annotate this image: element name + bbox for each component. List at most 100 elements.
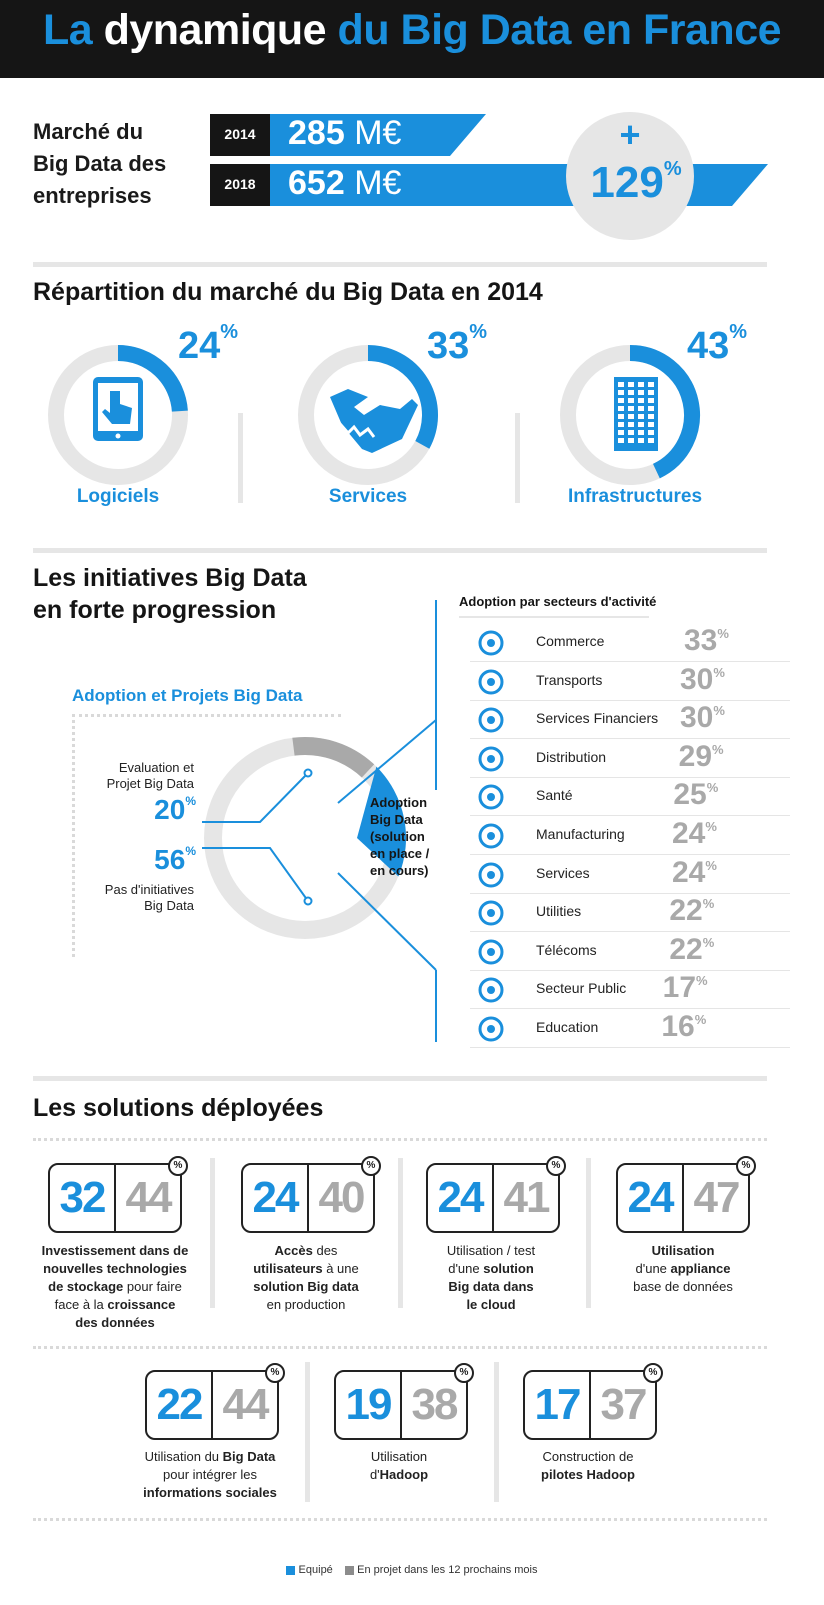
percent-badge: % xyxy=(736,1156,756,1176)
sector-divider xyxy=(470,969,790,971)
sector-value: 16% xyxy=(661,1010,706,1044)
none-value-number: 56 xyxy=(154,844,186,875)
sector-divider xyxy=(470,661,790,662)
repartition-value-infrastructures-unit: % xyxy=(729,321,748,343)
handshake-icon xyxy=(476,860,506,890)
adoption-label-line5: en cours) xyxy=(370,863,429,878)
desc-text: d'une xyxy=(635,1261,671,1276)
desc-text: solution Big data xyxy=(253,1279,359,1294)
desc-text: Utilisation xyxy=(370,1449,428,1464)
sector-value: 22% xyxy=(669,894,714,928)
market-year-box-2014 xyxy=(210,114,270,156)
handshake-icon xyxy=(330,389,418,453)
building-window xyxy=(638,422,644,427)
solution-planned: 40 xyxy=(318,1173,366,1222)
none-value: 56% xyxy=(100,844,196,876)
percent-badge: % xyxy=(361,1156,381,1176)
repartition-value-logiciels-number: 24 xyxy=(178,325,221,367)
page-title: La dynamique du Big Data en France xyxy=(0,6,824,55)
solution-card-hadoop: 19 38% xyxy=(334,1363,474,1440)
sector-value-number: 17 xyxy=(662,971,697,1005)
adoption-title: Adoption et Projets Big Data xyxy=(72,686,303,705)
market-label-line3: entreprises xyxy=(33,183,152,208)
building-window xyxy=(638,414,644,419)
sector-value: 17% xyxy=(663,971,708,1005)
legend-swatch-equipped xyxy=(286,1565,296,1575)
market-year-2014: 2014 xyxy=(224,126,256,142)
sector-value: 24% xyxy=(672,817,717,851)
sector-name: Distribution xyxy=(536,748,607,765)
sector-divider xyxy=(470,738,790,740)
desc-text: informations sociales xyxy=(143,1485,277,1500)
solutions-dotted-1 xyxy=(33,1138,767,1141)
sector-divider xyxy=(470,1008,790,1010)
market-label-line2: Big Data des xyxy=(33,151,167,176)
sector-row: Distribution 29% xyxy=(470,740,790,778)
market-value-2014-number: 285 xyxy=(288,114,345,152)
market-label-line1: Marché du xyxy=(33,119,144,144)
legend-planned: En projet dans les 12 prochains mois xyxy=(357,1564,538,1576)
title-part2: dynamique xyxy=(103,6,327,54)
building-window xyxy=(648,438,654,443)
sector-value: 30% xyxy=(680,663,725,697)
sectors-title: Adoption par secteurs d'activité xyxy=(459,594,657,609)
solutions-separator-1 xyxy=(210,1158,215,1308)
building-window xyxy=(618,430,624,435)
sector-value-unit: % xyxy=(713,703,725,719)
initiatives-heading: Les initiatives Big Data en forte progre… xyxy=(33,562,307,626)
sector-value-number: 22 xyxy=(669,894,703,928)
graduation-cap-icon xyxy=(476,1014,506,1044)
building-window xyxy=(638,390,644,395)
solution-card-social: 22 44% xyxy=(145,1363,285,1440)
building-window xyxy=(648,398,654,403)
solution-card-cloud: 24 41% xyxy=(426,1156,566,1233)
market-value-2018: 652 M€ xyxy=(288,164,401,203)
solution-equipped: 17 xyxy=(534,1380,582,1429)
sector-divider xyxy=(470,931,790,933)
market-year-2018: 2018 xyxy=(224,176,256,192)
solution-planned: 37 xyxy=(600,1380,648,1429)
eval-value-number: 20 xyxy=(154,794,186,825)
adoption-donut-chart xyxy=(202,600,437,1042)
building-icon xyxy=(614,377,658,451)
solutions-separator-5 xyxy=(494,1362,499,1502)
market-label: Marché du Big Data des entreprises xyxy=(33,116,166,212)
building-window xyxy=(628,438,634,443)
adoption-value-number: 24 xyxy=(303,818,328,843)
desc-text: Investissement dans de xyxy=(41,1243,189,1258)
connector-bottom-diag xyxy=(337,872,437,971)
adoption-label: Adoption Big Data (solution en place / e… xyxy=(370,794,429,879)
building-window xyxy=(618,406,624,411)
market-value-2018-unit: M€ xyxy=(354,164,402,202)
solution-desc-cloud: Utilisation / test d'une solution Big da… xyxy=(406,1242,576,1314)
sector-divider xyxy=(470,815,790,817)
building-window xyxy=(638,398,644,403)
sector-name: Santé xyxy=(536,787,573,804)
adoption-label-line1: Adoption xyxy=(370,795,428,810)
donut-logiciels xyxy=(48,345,188,485)
medical-kit-icon xyxy=(476,782,506,812)
desc-text: appliance xyxy=(670,1261,731,1276)
sector-value-number: 24 xyxy=(672,855,706,889)
solutions-dotted-3 xyxy=(33,1518,767,1521)
sectors-title-rule xyxy=(459,616,649,618)
market-year-box-2018 xyxy=(210,164,270,206)
desc-text: Construction de xyxy=(542,1449,634,1464)
growth-value-number: 129 xyxy=(590,158,664,207)
desc-text: nouvelles technologies xyxy=(43,1261,187,1276)
sector-value-unit: % xyxy=(706,780,719,796)
repartition-value-infrastructures: 43% xyxy=(687,321,747,368)
adoption-label-line4: en place / xyxy=(370,846,430,861)
building-window xyxy=(638,438,644,443)
percent-badge: % xyxy=(168,1156,188,1176)
cart-icon xyxy=(476,628,506,658)
building-window xyxy=(628,390,634,395)
solution-planned: 44 xyxy=(125,1173,173,1222)
market-value-2014: 285 M€ xyxy=(288,114,401,153)
desc-text: face à la xyxy=(54,1297,108,1312)
solution-planned: 44 xyxy=(222,1380,270,1429)
desc-text: croissance xyxy=(107,1297,176,1312)
tablet-touch-icon xyxy=(93,377,143,441)
title-bar: La dynamique du Big Data en France xyxy=(0,0,824,78)
building-window xyxy=(628,406,634,411)
